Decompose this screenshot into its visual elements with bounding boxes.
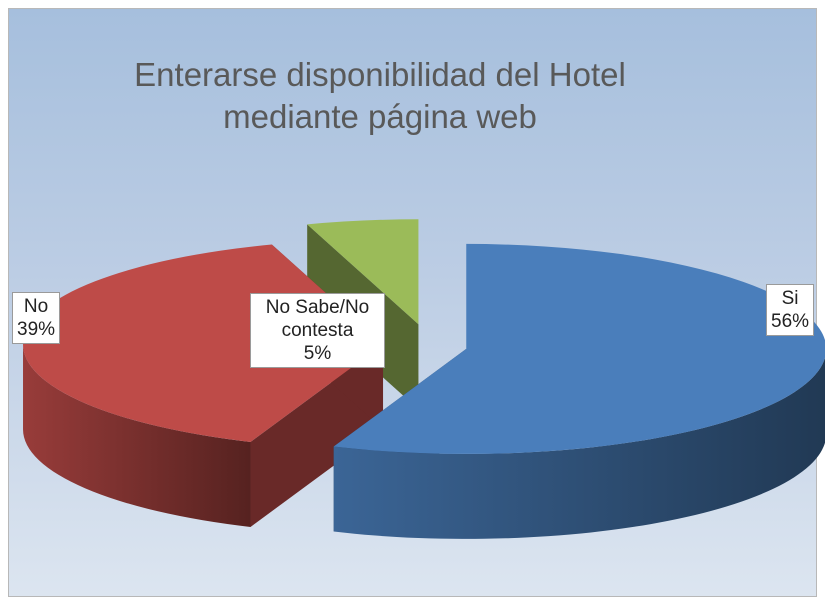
slice-top — [307, 219, 419, 325]
slice-side — [23, 344, 251, 527]
label-value: 5% — [303, 343, 332, 364]
chart-title: Enterarse disponibilidad del Hotel media… — [134, 56, 626, 135]
data-label: Si 56% — [766, 284, 815, 336]
data-label: No Sabe/No contesta 5% — [250, 293, 385, 368]
label-value: 56% — [771, 311, 810, 332]
label-value: 39% — [17, 319, 56, 340]
slice-top — [333, 243, 825, 454]
label-name: Si — [781, 288, 799, 309]
slice-side — [333, 357, 825, 539]
label-name: No Sabe/No contesta — [265, 297, 370, 341]
label-name: No — [23, 296, 49, 317]
data-label: No 39% — [12, 292, 61, 344]
